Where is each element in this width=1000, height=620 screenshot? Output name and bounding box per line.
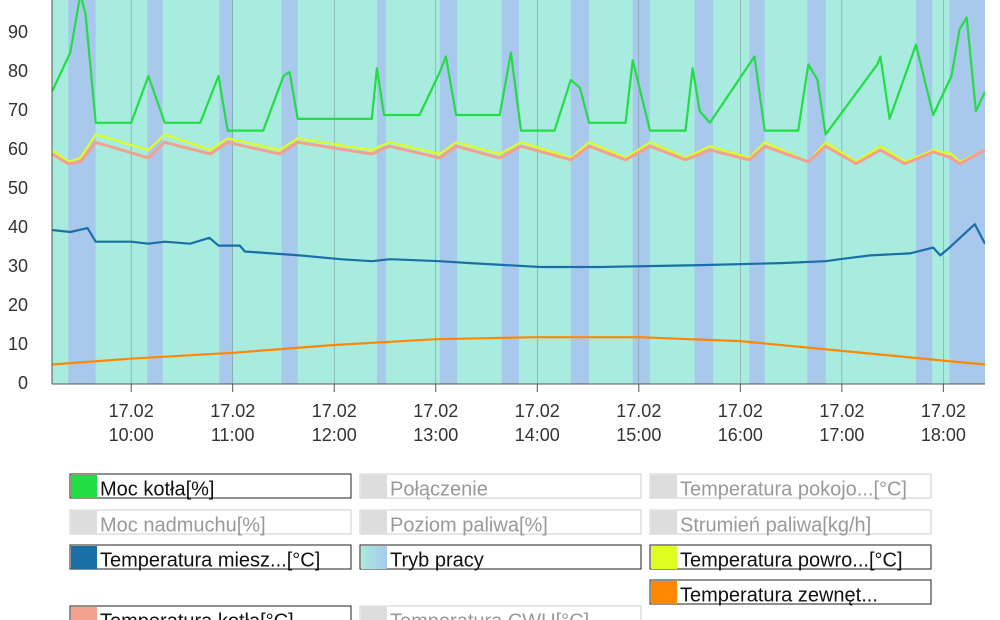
legend-label: Tryb pracy	[390, 549, 484, 571]
legend-box	[69, 544, 352, 570]
legend-box	[649, 509, 932, 535]
legend-swatch	[361, 511, 387, 534]
legend-item[interactable]: Moc nadmuchu[%]	[69, 509, 352, 536]
y-tick-label: 10	[8, 334, 28, 354]
legend-label: Temperatura powro...[°C]	[680, 549, 903, 571]
y-tick-label: 30	[8, 256, 28, 276]
x-tick-label: 17.02 18:00	[921, 401, 966, 445]
y-tick-label: 0	[18, 373, 28, 393]
legend-item[interactable]: Temperatura kotła[°C]	[69, 605, 352, 620]
legend-swatch	[651, 581, 677, 604]
axes: 0 10 20 30 40 50 60 70 80 90 17.02 10:00 17.02 11:00 1…	[8, 0, 985, 445]
mode-band	[68, 0, 96, 384]
legend-box	[69, 605, 352, 620]
x-tick-label: 17.02 10:00	[109, 401, 154, 445]
x-tick-label: 17.02 14:00	[515, 401, 560, 445]
legend-label: Strumień paliwa[kg/h]	[680, 514, 871, 536]
y-tick-label: 70	[8, 100, 28, 120]
x-tick-label: 17.02 13:00	[413, 401, 458, 445]
legend-box	[359, 605, 642, 620]
legend-box	[69, 473, 352, 499]
legend-item[interactable]: Tryb pracy	[359, 544, 642, 571]
y-tick-label: 90	[8, 22, 28, 42]
legend-box	[359, 473, 642, 499]
mode-band	[749, 0, 765, 384]
legend-swatch	[651, 511, 677, 534]
y-tick-label: 50	[8, 178, 28, 198]
legend-item[interactable]: Temperatura zewnęt...	[649, 579, 932, 606]
legend-box	[649, 473, 932, 499]
legend-item[interactable]: Połączenie	[359, 473, 642, 500]
mode-band	[376, 0, 387, 384]
legend-label: Temperatura miesz...[°C]	[100, 549, 320, 571]
legend-item[interactable]: Poziom paliwa[%]	[359, 509, 642, 536]
legend-swatch	[651, 546, 677, 569]
series-line	[52, 0, 985, 136]
legend-label: Temperatura CWU[°C]	[390, 610, 589, 620]
legend-label: Temperatura kotła[°C]	[100, 610, 294, 620]
legend-swatch	[361, 475, 387, 498]
legend-swatch	[651, 475, 677, 498]
series-line	[52, 223, 985, 269]
mode-band	[949, 0, 985, 384]
mode-band	[219, 0, 233, 384]
legend-item[interactable]: Moc kotła[%]	[69, 473, 352, 500]
legend-swatch	[71, 607, 97, 620]
mode-band	[570, 0, 590, 384]
legend-swatch	[361, 546, 387, 569]
legend-box	[649, 579, 932, 605]
mode-band	[501, 0, 520, 384]
legend-item[interactable]: Strumień paliwa[kg/h]	[649, 509, 932, 536]
y-tick-label: 20	[8, 295, 28, 315]
mode-band	[281, 0, 298, 384]
x-tick-label: 17.02 12:00	[312, 401, 357, 445]
legend-swatch	[71, 475, 97, 498]
x-tick-label: 17.02 11:00	[210, 401, 255, 445]
legend-label: Połączenie	[390, 478, 488, 500]
mode-band	[632, 0, 650, 384]
legend-box	[359, 544, 642, 570]
series-line	[52, 336, 985, 366]
legend-label: Temperatura zewnęt...	[680, 584, 878, 606]
mode-band	[807, 0, 826, 384]
legend-box	[69, 509, 352, 535]
y-tick-label: 60	[8, 139, 28, 159]
y-tick-label: 80	[8, 61, 28, 81]
x-tick-label: 17.02 15:00	[616, 401, 661, 445]
legend-item[interactable]: Temperatura pokojo...[°C]	[649, 473, 932, 500]
legend-label: Moc nadmuchu[%]	[100, 514, 266, 536]
x-tick-label: 17.02 16:00	[718, 401, 763, 445]
series-line	[52, 133, 985, 163]
legend-swatch	[361, 607, 387, 620]
x-tick-label: 17.02 17:00	[819, 401, 864, 445]
legend-swatch	[71, 546, 97, 569]
plot-area	[52, 0, 985, 384]
legend-label: Moc kotła[%]	[100, 478, 214, 500]
mode-band	[694, 0, 713, 384]
legend: Moc kotła[%] Połączenie Temperatura pokojo…	[69, 473, 932, 620]
legend-box	[359, 509, 642, 535]
series-line	[52, 140, 985, 166]
legend-item[interactable]: Temperatura CWU[°C]	[359, 605, 642, 620]
legend-item[interactable]: Temperatura miesz...[°C]	[69, 544, 352, 571]
mode-band	[439, 0, 458, 384]
legend-label: Temperatura pokojo...[°C]	[680, 478, 907, 500]
y-tick-label: 40	[8, 217, 28, 237]
legend-box	[649, 544, 932, 570]
legend-item[interactable]: Temperatura powro...[°C]	[649, 544, 932, 571]
legend-swatch	[71, 511, 97, 534]
mode-band	[147, 0, 163, 384]
legend-label: Poziom paliwa[%]	[390, 514, 548, 536]
